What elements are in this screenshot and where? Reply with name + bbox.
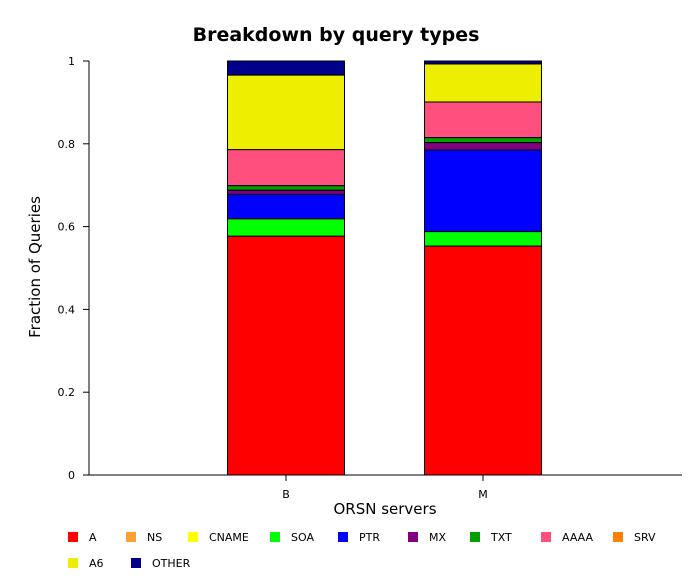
bar-segment-B-soa [227, 218, 345, 237]
legend-swatch-srv [613, 532, 623, 542]
legend-label-srv: SRV [634, 531, 656, 544]
y-tick-label: 0.6 [58, 221, 76, 234]
legend-label-aaaa: AAAA [562, 531, 593, 544]
legend-label-cname: CNAME [209, 531, 249, 544]
bar-segment-B-mx [227, 189, 345, 195]
bar-segment-M-txt [424, 137, 542, 144]
bar-segment-M-a [424, 245, 542, 476]
bar-segment-B-aaaa [227, 149, 345, 187]
plot-area: 0 0.2 0.4 0.6 0.8 1 B M [58, 55, 682, 501]
y-axis-label: Fraction of Queries [26, 196, 44, 338]
legend-label-ns: NS [147, 531, 162, 544]
y-tick-label: 0.8 [58, 138, 76, 151]
legend-swatch-other [131, 558, 141, 568]
bar-segment-B-ptr [227, 193, 345, 220]
legend-label-soa: SOA [291, 531, 314, 544]
legend-label-other: OTHER [152, 557, 191, 570]
bar-segment-B-a6 [227, 74, 345, 151]
y-tick-label: 0.4 [58, 303, 76, 316]
x-tick-label: M [478, 488, 488, 501]
legend-swatch-cname [188, 532, 198, 542]
y-tick-label: 0.2 [58, 386, 76, 399]
x-axis-label: ORSN servers [333, 500, 436, 518]
y-tick-label: 0 [68, 469, 75, 482]
y-tick-label: 1 [68, 55, 75, 68]
bar-segment-M-ptr [424, 149, 542, 233]
legend-swatch-ns [126, 532, 136, 542]
bar-segment-M-other [424, 60, 542, 65]
legend-swatch-aaaa [541, 532, 551, 542]
bar-segment-B-txt [227, 185, 345, 191]
bar-segment-M-mx [424, 142, 542, 151]
legend-swatch-ptr [338, 532, 348, 542]
legend-swatch-txt [470, 532, 480, 542]
legend-swatch-a6 [68, 558, 78, 568]
legend-label-mx: MX [429, 531, 446, 544]
legend-label-a6: A6 [89, 557, 104, 570]
bar-segment-M-a6 [424, 63, 542, 103]
bar-segment-M-soa [424, 231, 542, 247]
legend-swatch-mx [408, 532, 418, 542]
legend-label-a: A [89, 531, 97, 544]
x-tick-label: B [282, 488, 290, 501]
bar-segment-B-other [227, 60, 345, 76]
legend: A NS CNAME SOA PTR MX TXT AAAA SRV A6 OTHER [68, 531, 656, 570]
legend-label-ptr: PTR [359, 531, 380, 544]
bar-segment-B-a [227, 235, 345, 476]
legend-label-txt: TXT [490, 531, 512, 544]
legend-swatch-soa [270, 532, 280, 542]
legend-swatch-a [68, 532, 78, 542]
chart-title: Breakdown by query types [193, 24, 480, 46]
bar-segment-M-aaaa [424, 101, 542, 139]
